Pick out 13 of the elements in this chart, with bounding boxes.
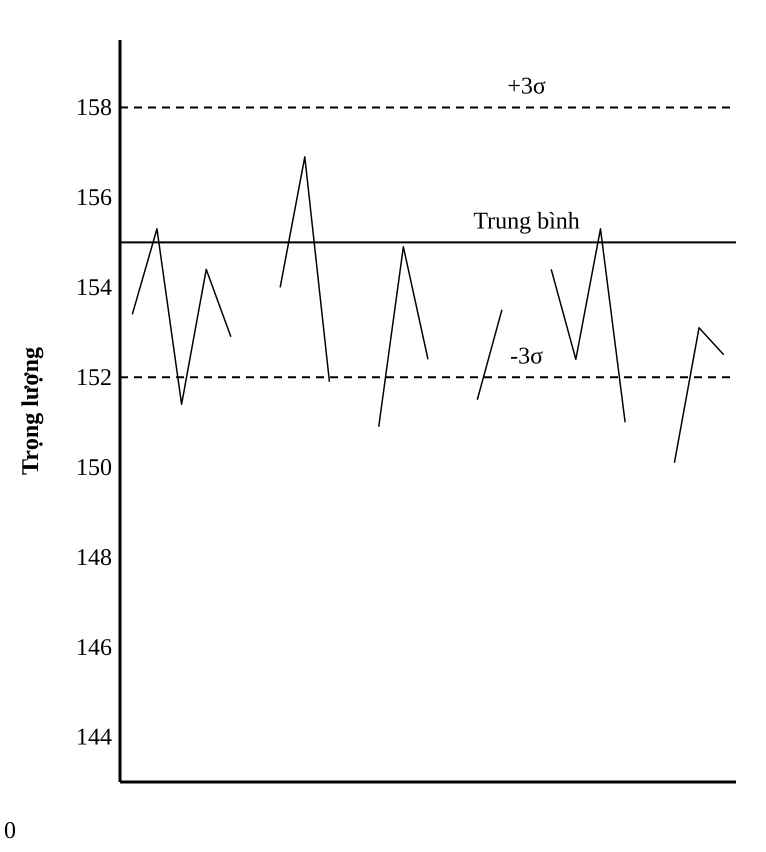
y-tick-label: 150 <box>76 454 112 481</box>
y-axis-title: Trọng lượng <box>18 347 44 475</box>
y-tick-label: 152 <box>76 364 112 391</box>
text: 0 <box>4 818 16 844</box>
y-tick-label: 144 <box>76 724 112 751</box>
y-tick-label: 148 <box>76 544 112 571</box>
y-tick-label: 156 <box>76 185 112 212</box>
y-tick-label: 158 <box>76 95 112 122</box>
ref-line-label: +3σ <box>507 73 546 100</box>
y-tick-label: 154 <box>76 275 112 302</box>
ref-line-label: Trung bình <box>473 208 580 234</box>
ref-line-label: -3σ <box>510 343 544 370</box>
y-tick-label: 146 <box>76 634 112 661</box>
